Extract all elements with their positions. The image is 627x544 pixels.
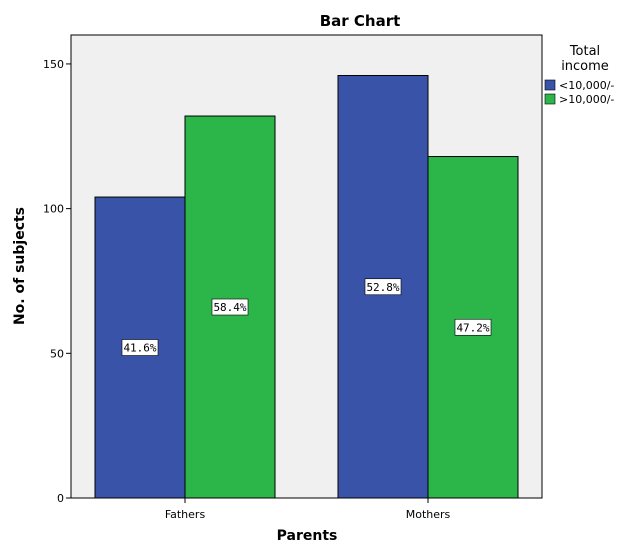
data-label: 41.6%	[123, 342, 156, 355]
y-tick-label: 50	[50, 347, 64, 360]
legend-swatch	[544, 93, 556, 105]
y-tick-label: 150	[43, 58, 64, 71]
bars: 41.6% 58.4% 52.8% 47.2%	[94, 75, 519, 499]
data-label: 47.2%	[456, 321, 489, 334]
data-label: 52.8%	[366, 281, 399, 294]
data-label: 58.4%	[213, 301, 246, 314]
legend-title-line-2: income	[561, 59, 609, 74]
data-label-box	[211, 298, 249, 316]
data-label-box	[454, 318, 492, 336]
y-axis: 0 50 100 150	[43, 58, 71, 505]
legend: Total income <10,000/->10,000/-	[544, 44, 614, 106]
chart-title: Bar Chart	[320, 12, 401, 30]
y-axis-label: No. of subjects	[12, 207, 28, 325]
bar-mothers-series-1	[337, 75, 429, 499]
legend-entry: >10,000/-	[559, 93, 614, 106]
data-label-box	[364, 278, 402, 296]
legend-title-line-1: Total	[569, 44, 600, 59]
x-axis-label: Parents	[277, 528, 338, 544]
x-axis: Fathers Mothers	[165, 498, 451, 521]
legend-entry: <10,000/-	[559, 79, 614, 92]
legend-swatch	[544, 79, 556, 91]
x-tick-label: Mothers	[406, 508, 451, 521]
data-label-box	[121, 339, 159, 356]
y-tick-label: 100	[43, 203, 64, 216]
y-tick-label: 0	[57, 492, 64, 505]
x-tick-label: Fathers	[165, 508, 206, 521]
